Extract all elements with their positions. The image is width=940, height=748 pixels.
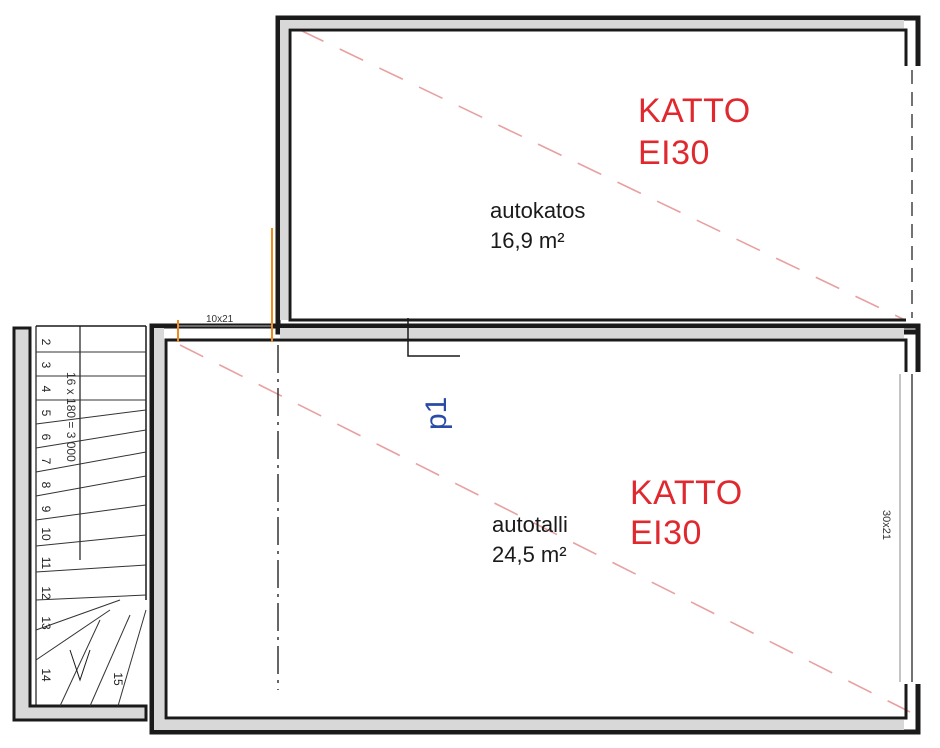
door-marks — [177, 228, 273, 342]
stair-step-number: 10 — [39, 527, 53, 541]
stair-step-number: 15 — [111, 672, 125, 686]
stair-step-number: 2 — [39, 338, 53, 346]
garage-roof-class: EI30 — [630, 514, 702, 552]
stair-step-number: 12 — [39, 586, 53, 600]
stair-step-number: 3 — [39, 361, 53, 369]
carport-room-name: autokatos — [490, 198, 586, 223]
roof-slope-lines — [179, 29, 911, 713]
stair-step-number: 11 — [39, 556, 53, 570]
section-marker-bracket — [407, 318, 460, 357]
garage-room-area: 24,5 m² — [492, 542, 567, 567]
stair-step-number: 13 — [39, 616, 53, 630]
door-label-top: 10x21 — [206, 314, 234, 325]
garage-roof-label: KATTO — [630, 474, 743, 512]
carport-room-area: 16,9 m² — [490, 228, 565, 253]
stair-step-number: 4 — [39, 385, 53, 393]
garage-walls — [149, 323, 921, 735]
stair-step-number: 8 — [39, 481, 53, 489]
carport-roof-class: EI30 — [638, 134, 710, 172]
stair — [12, 325, 148, 722]
carport-walls — [275, 15, 921, 335]
stair-step-number: 6 — [39, 433, 53, 441]
section-marker-label: p1 — [420, 396, 453, 430]
stair-step-number: 7 — [39, 457, 53, 465]
stair-label: 16 x 180 = 3 000 — [64, 372, 78, 462]
door-label-right: 30x21 — [880, 510, 892, 540]
stair-step-number: 14 — [39, 668, 53, 682]
stair-step-number: 5 — [39, 409, 53, 417]
carport-roof-label: KATTO — [638, 92, 751, 130]
stair-step-number: 9 — [39, 505, 53, 513]
garage-room-name: autotalli — [492, 512, 568, 537]
